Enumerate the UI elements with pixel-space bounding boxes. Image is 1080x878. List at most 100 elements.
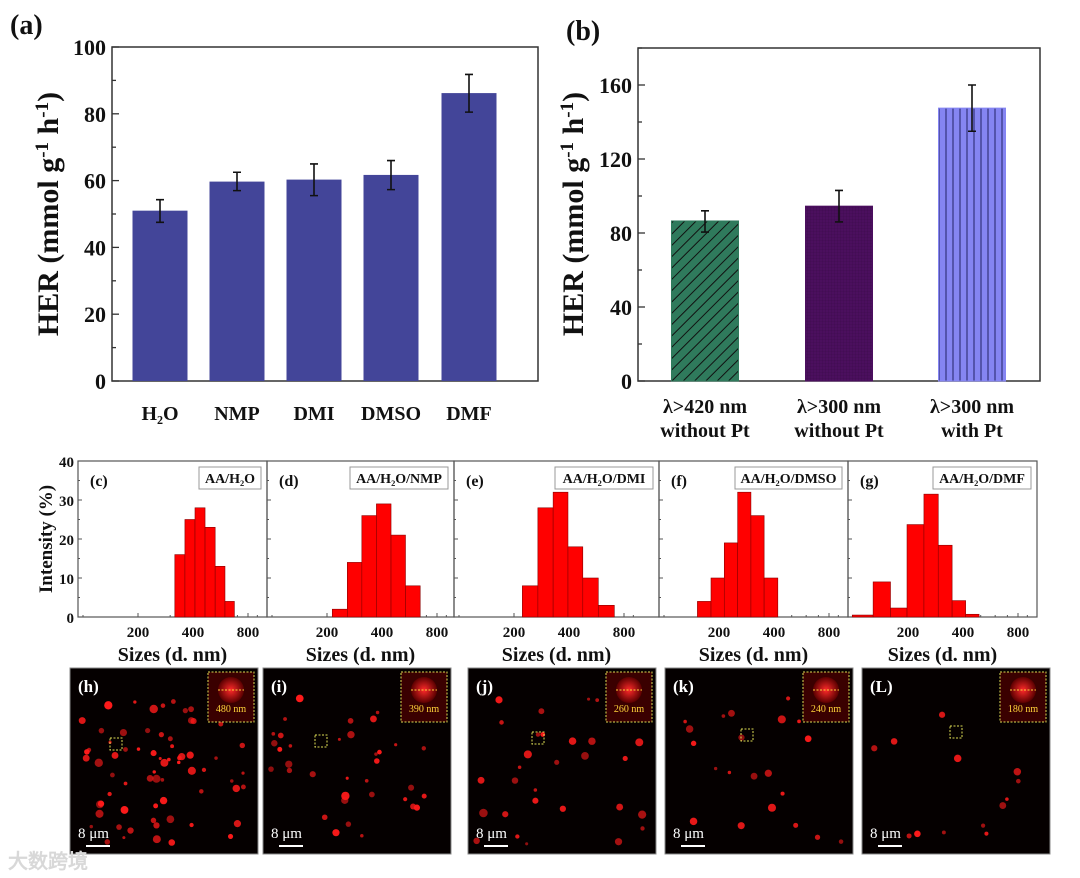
particle — [777, 715, 786, 724]
particle — [199, 789, 204, 794]
particle — [214, 756, 218, 760]
histogram-bar — [194, 507, 206, 618]
histogram-bar — [763, 577, 779, 618]
histogram-bar — [597, 604, 615, 618]
y-tick-label: 100 — [73, 35, 106, 60]
particle — [187, 766, 196, 775]
histogram-bar — [567, 546, 584, 618]
bar — [805, 205, 873, 382]
particle — [241, 771, 245, 775]
particle — [737, 822, 745, 830]
particle — [283, 717, 287, 721]
histogram-bar — [723, 542, 738, 618]
particle — [136, 747, 141, 751]
particle — [187, 717, 195, 724]
selection-box — [949, 725, 963, 739]
particle — [201, 767, 207, 772]
inset-size-label: 240 nm — [811, 704, 842, 715]
particle — [321, 814, 328, 821]
particle — [347, 731, 355, 739]
y-label-sup: -1 — [557, 142, 578, 158]
particle — [408, 784, 415, 791]
y-tick-label: 40 — [610, 295, 632, 320]
histogram-bar — [697, 601, 712, 618]
particle — [227, 833, 234, 839]
particle — [158, 731, 165, 738]
particle — [123, 781, 128, 786]
particle — [374, 752, 378, 756]
particle — [479, 808, 488, 818]
particle — [189, 822, 194, 828]
particle — [473, 837, 480, 845]
y-tick-label: 40 — [59, 455, 74, 471]
x-tick-label: λ>300 nm — [797, 396, 881, 418]
x-tick-label: without Pt — [660, 420, 750, 442]
particle — [523, 750, 532, 759]
inset-size-label: 260 nm — [614, 704, 645, 715]
x-axis-label: Sizes (d. nm) — [306, 644, 415, 666]
histogram-bar — [224, 601, 235, 618]
y-tick-label: 0 — [67, 611, 75, 627]
particle — [152, 774, 161, 783]
x-axis-label: Sizes (d. nm) — [699, 644, 808, 666]
particle — [360, 833, 364, 838]
particle — [941, 830, 946, 835]
histogram-bar — [204, 526, 216, 618]
particle — [82, 754, 90, 762]
panel-label: (k) — [673, 677, 694, 696]
error-bar — [156, 198, 164, 224]
y-label-main: HER (mmol g — [557, 158, 590, 336]
chart-a: (a) 0 20 40 60 80 100 H₂O NMP DMI DMSO DMF HER (mmol… — [10, 10, 539, 425]
histogram-bar — [331, 608, 348, 618]
x-tick-label: 400 — [763, 625, 786, 641]
y-tick-label: 40 — [84, 235, 106, 260]
y-label-sup: -1 — [32, 102, 53, 118]
particle — [295, 694, 304, 703]
particle — [98, 727, 105, 734]
histogram-bar — [582, 577, 599, 618]
bar — [132, 210, 188, 381]
histogram-bar — [522, 585, 539, 618]
histogram-bar — [552, 491, 569, 618]
particle — [595, 698, 600, 702]
histogram-panel: 200 400 800 Sizes (d. nm) (f) AA/H₂O/DMSO — [658, 460, 849, 666]
y-tick-label: 10 — [59, 572, 74, 588]
particle — [146, 774, 154, 782]
particle — [111, 752, 119, 759]
x-tick-label: 200 — [708, 625, 731, 641]
particle — [170, 699, 176, 704]
watermark: 大数跨境 — [8, 849, 88, 873]
particle — [587, 697, 591, 701]
particle — [640, 826, 645, 831]
panel-label: (b) — [566, 16, 600, 47]
y-label-mid: h — [557, 117, 590, 142]
x-tick-label: DMF — [446, 403, 492, 425]
x-tick-label: 800 — [426, 625, 449, 641]
particle — [786, 696, 791, 701]
y-label-sup: -1 — [557, 102, 578, 118]
x-tick-label: 400 — [182, 625, 205, 641]
microscopy-images: (h)480 nm8 μm(i)390 nm8 μm(j)260 nm8 μm(… — [8, 667, 1051, 873]
x-tick-label: NMP — [214, 403, 260, 425]
x-tick-label: 400 — [558, 625, 581, 641]
histogram-bar — [174, 554, 186, 618]
particle — [119, 728, 127, 737]
y-tick-label: 60 — [84, 169, 106, 194]
microscopy-panel: (L) 180 nm 8 μm — [861, 667, 1051, 855]
x-tick-label: 800 — [818, 625, 841, 641]
y-label-end: ) — [557, 92, 590, 102]
sample-tag: AA/H₂O — [205, 472, 255, 487]
tag-box — [554, 466, 654, 490]
histogram-bar — [890, 607, 908, 618]
bar — [671, 220, 739, 382]
x-tick-label: 200 — [127, 625, 150, 641]
histogram-bar — [872, 581, 891, 618]
selection-box — [531, 731, 545, 745]
particle — [689, 817, 698, 826]
y-tick-label: 0 — [95, 369, 106, 394]
particle — [568, 737, 577, 745]
particle — [375, 710, 380, 715]
particle — [377, 749, 382, 755]
particle — [368, 791, 375, 798]
particle — [153, 822, 160, 829]
